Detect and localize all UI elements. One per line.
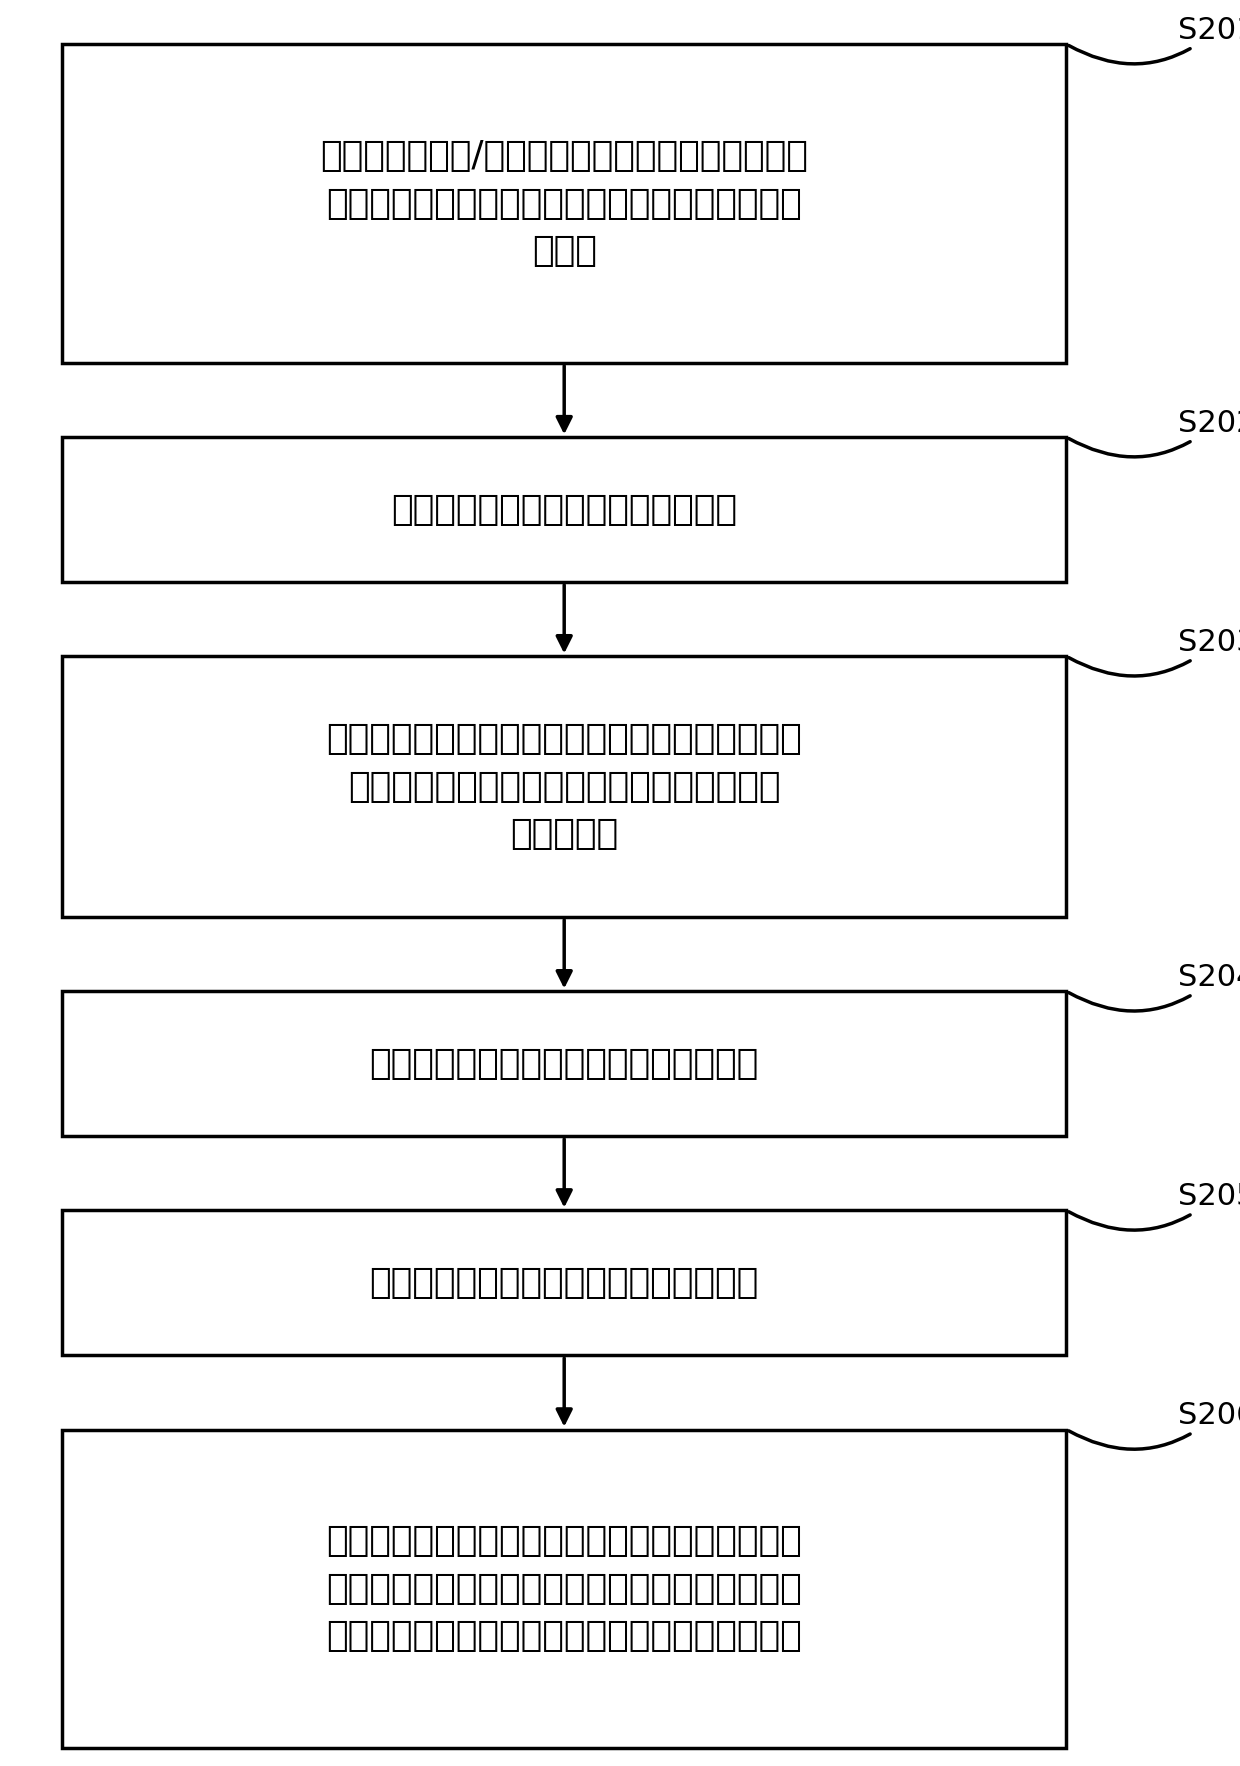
Bar	[62, 991, 1066, 1136]
Bar	[62, 44, 1066, 364]
Bar	[62, 438, 1066, 583]
Text: 设置与每个情节走向对应的投票选项: 设置与每个情节走向对应的投票选项	[391, 493, 738, 526]
Bar	[62, 1429, 1066, 1748]
Text: 获取读者用户对每个情节走向的评选结果: 获取读者用户对每个情节走向的评选结果	[370, 1047, 759, 1081]
Text: S205: S205	[1069, 1181, 1240, 1231]
Text: S203: S203	[1069, 627, 1240, 676]
Text: S204: S204	[1069, 962, 1240, 1010]
Text: S202: S202	[1069, 408, 1240, 457]
Bar	[62, 657, 1066, 917]
Text: 判断读者用户是否满足预设条件，若是，则向读者
用户开放投票权限；若否，则向读者用户关闭
投票权限。: 判断读者用户是否满足预设条件，若是，则向读者 用户开放投票权限；若否，则向读者用…	[326, 722, 802, 851]
Text: 设置与作者撰写的多个最终情节走向对应的电子书
后续内容的阅读选项，根据读者用户对阅读选项的
选择结果，向读者用户提供相应的电子书后续内容: 设置与作者撰写的多个最终情节走向对应的电子书 后续内容的阅读选项，根据读者用户对…	[326, 1524, 802, 1653]
Text: S206: S206	[1069, 1400, 1240, 1450]
Text: S201: S201	[1069, 16, 1240, 64]
Text: 根据评选结果生成电子书的最终情节走向: 根据评选结果生成电子书的最终情节走向	[370, 1266, 759, 1300]
Text: 获取读者用户和/或作者生成的针对一电子书的情节
走向关联信息，根据情节走向关联信息得到多个情
节走向: 获取读者用户和/或作者生成的针对一电子书的情节 走向关联信息，根据情节走向关联信…	[320, 140, 808, 268]
Bar	[62, 1210, 1066, 1355]
